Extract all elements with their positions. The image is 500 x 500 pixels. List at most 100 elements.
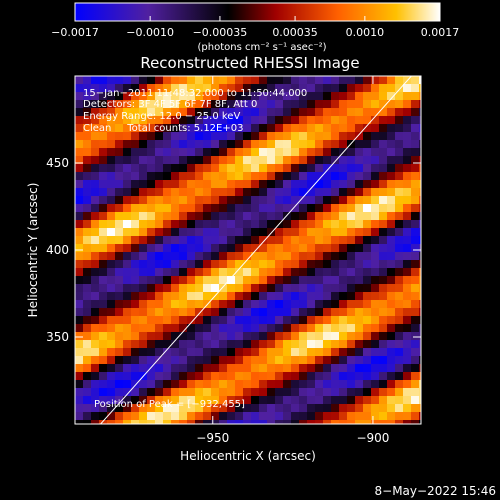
heatmap-cell [403, 164, 412, 173]
heatmap-cell [219, 164, 228, 173]
heatmap-cell [355, 92, 364, 101]
heatmap-cell [411, 84, 420, 93]
heatmap-cell [339, 172, 348, 181]
heatmap-cell [243, 332, 252, 341]
heatmap-cell [363, 204, 372, 213]
heatmap-cell [75, 388, 84, 397]
heatmap-cell [347, 204, 356, 213]
heatmap-cell [131, 364, 140, 373]
heatmap-cell [203, 84, 212, 93]
heatmap-cell [235, 76, 244, 85]
heatmap-cell [219, 412, 228, 421]
heatmap-cell [123, 76, 132, 85]
heatmap-cell [83, 340, 92, 349]
heatmap-cell [235, 180, 244, 189]
heatmap-cell [131, 116, 140, 125]
heatmap-cell [291, 380, 300, 389]
heatmap-cell [155, 372, 164, 381]
heatmap-cell [315, 372, 324, 381]
heatmap-cell [155, 292, 164, 301]
heatmap-cell [195, 332, 204, 341]
heatmap-cell [235, 340, 244, 349]
heatmap-cell [251, 252, 260, 261]
heatmap-cell [211, 116, 220, 125]
heatmap-cell [203, 292, 212, 301]
heatmap-cell [419, 172, 421, 181]
heatmap-cell [195, 116, 204, 125]
heatmap-cell [187, 140, 196, 149]
heatmap-cell [371, 388, 380, 397]
heatmap-cell [275, 340, 284, 349]
heatmap-cell [275, 100, 284, 109]
heatmap-cell [155, 348, 164, 357]
colorbar-tick-label: 0.0017 [421, 26, 460, 39]
heatmap-cell [83, 308, 92, 317]
heatmap-cell [411, 100, 420, 109]
heatmap-cell [131, 228, 140, 237]
heatmap-cell [339, 412, 348, 421]
heatmap-cell [219, 156, 228, 165]
heatmap-cell [299, 148, 308, 157]
heatmap-cell [371, 412, 380, 421]
heatmap-cell [203, 260, 212, 269]
heatmap-cell [283, 252, 292, 261]
heatmap-cell [251, 260, 260, 269]
heatmap-cell [123, 332, 132, 341]
heatmap-cell [299, 356, 308, 365]
heatmap-cell [315, 252, 324, 261]
heatmap-cell [75, 92, 84, 101]
heatmap-cell [251, 84, 260, 93]
heatmap-cell [171, 260, 180, 269]
heatmap-cell [123, 212, 132, 221]
heatmap-cell [163, 316, 172, 325]
heatmap-cell [323, 156, 332, 165]
heatmap-cell [147, 100, 156, 109]
heatmap-cell [347, 140, 356, 149]
heatmap-cell [123, 380, 132, 389]
heatmap-cell [403, 284, 412, 293]
heatmap-cell [251, 268, 260, 277]
heatmap-cell [211, 252, 220, 261]
heatmap-cell [251, 396, 260, 405]
heatmap-cell [163, 140, 172, 149]
heatmap-cell [123, 84, 132, 93]
heatmap-cell [371, 292, 380, 301]
heatmap-cell [291, 276, 300, 285]
heatmap-cell [347, 268, 356, 277]
heatmap-cell [371, 132, 380, 141]
heatmap-cell [131, 164, 140, 173]
heatmap-cell [179, 316, 188, 325]
y-tick-label: 350 [46, 330, 69, 344]
heatmap-cell [115, 236, 124, 245]
heatmap-cell [235, 100, 244, 109]
heatmap-cell [83, 284, 92, 293]
heatmap-cell [227, 372, 236, 381]
heatmap-cell [147, 116, 156, 125]
heatmap-cell [363, 100, 372, 109]
heatmap-cell [171, 268, 180, 277]
heatmap-cell [163, 380, 172, 389]
heatmap-cell [355, 388, 364, 397]
heatmap-cell [115, 372, 124, 381]
colorbar-units-label: (photons cm⁻² s⁻¹ asec⁻²) [197, 42, 326, 53]
heatmap-cell [139, 276, 148, 285]
heatmap-cell [315, 188, 324, 197]
heatmap-cell [83, 324, 92, 333]
heatmap-cell [187, 180, 196, 189]
heatmap-cell [171, 236, 180, 245]
heatmap-cell [323, 204, 332, 213]
heatmap-cell [99, 372, 108, 381]
heatmap-cell [331, 188, 340, 197]
heatmap-cell [371, 268, 380, 277]
heatmap-cell [179, 196, 188, 205]
heatmap-cell [283, 100, 292, 109]
heatmap-cell [131, 132, 140, 141]
heatmap-cell [171, 244, 180, 253]
heatmap-cell [227, 276, 236, 285]
heatmap-cell [187, 196, 196, 205]
heatmap-cell [355, 308, 364, 317]
heatmap-cell [419, 372, 421, 381]
heatmap-cell [243, 76, 252, 85]
heatmap-cell [195, 164, 204, 173]
heatmap-cell [227, 308, 236, 317]
